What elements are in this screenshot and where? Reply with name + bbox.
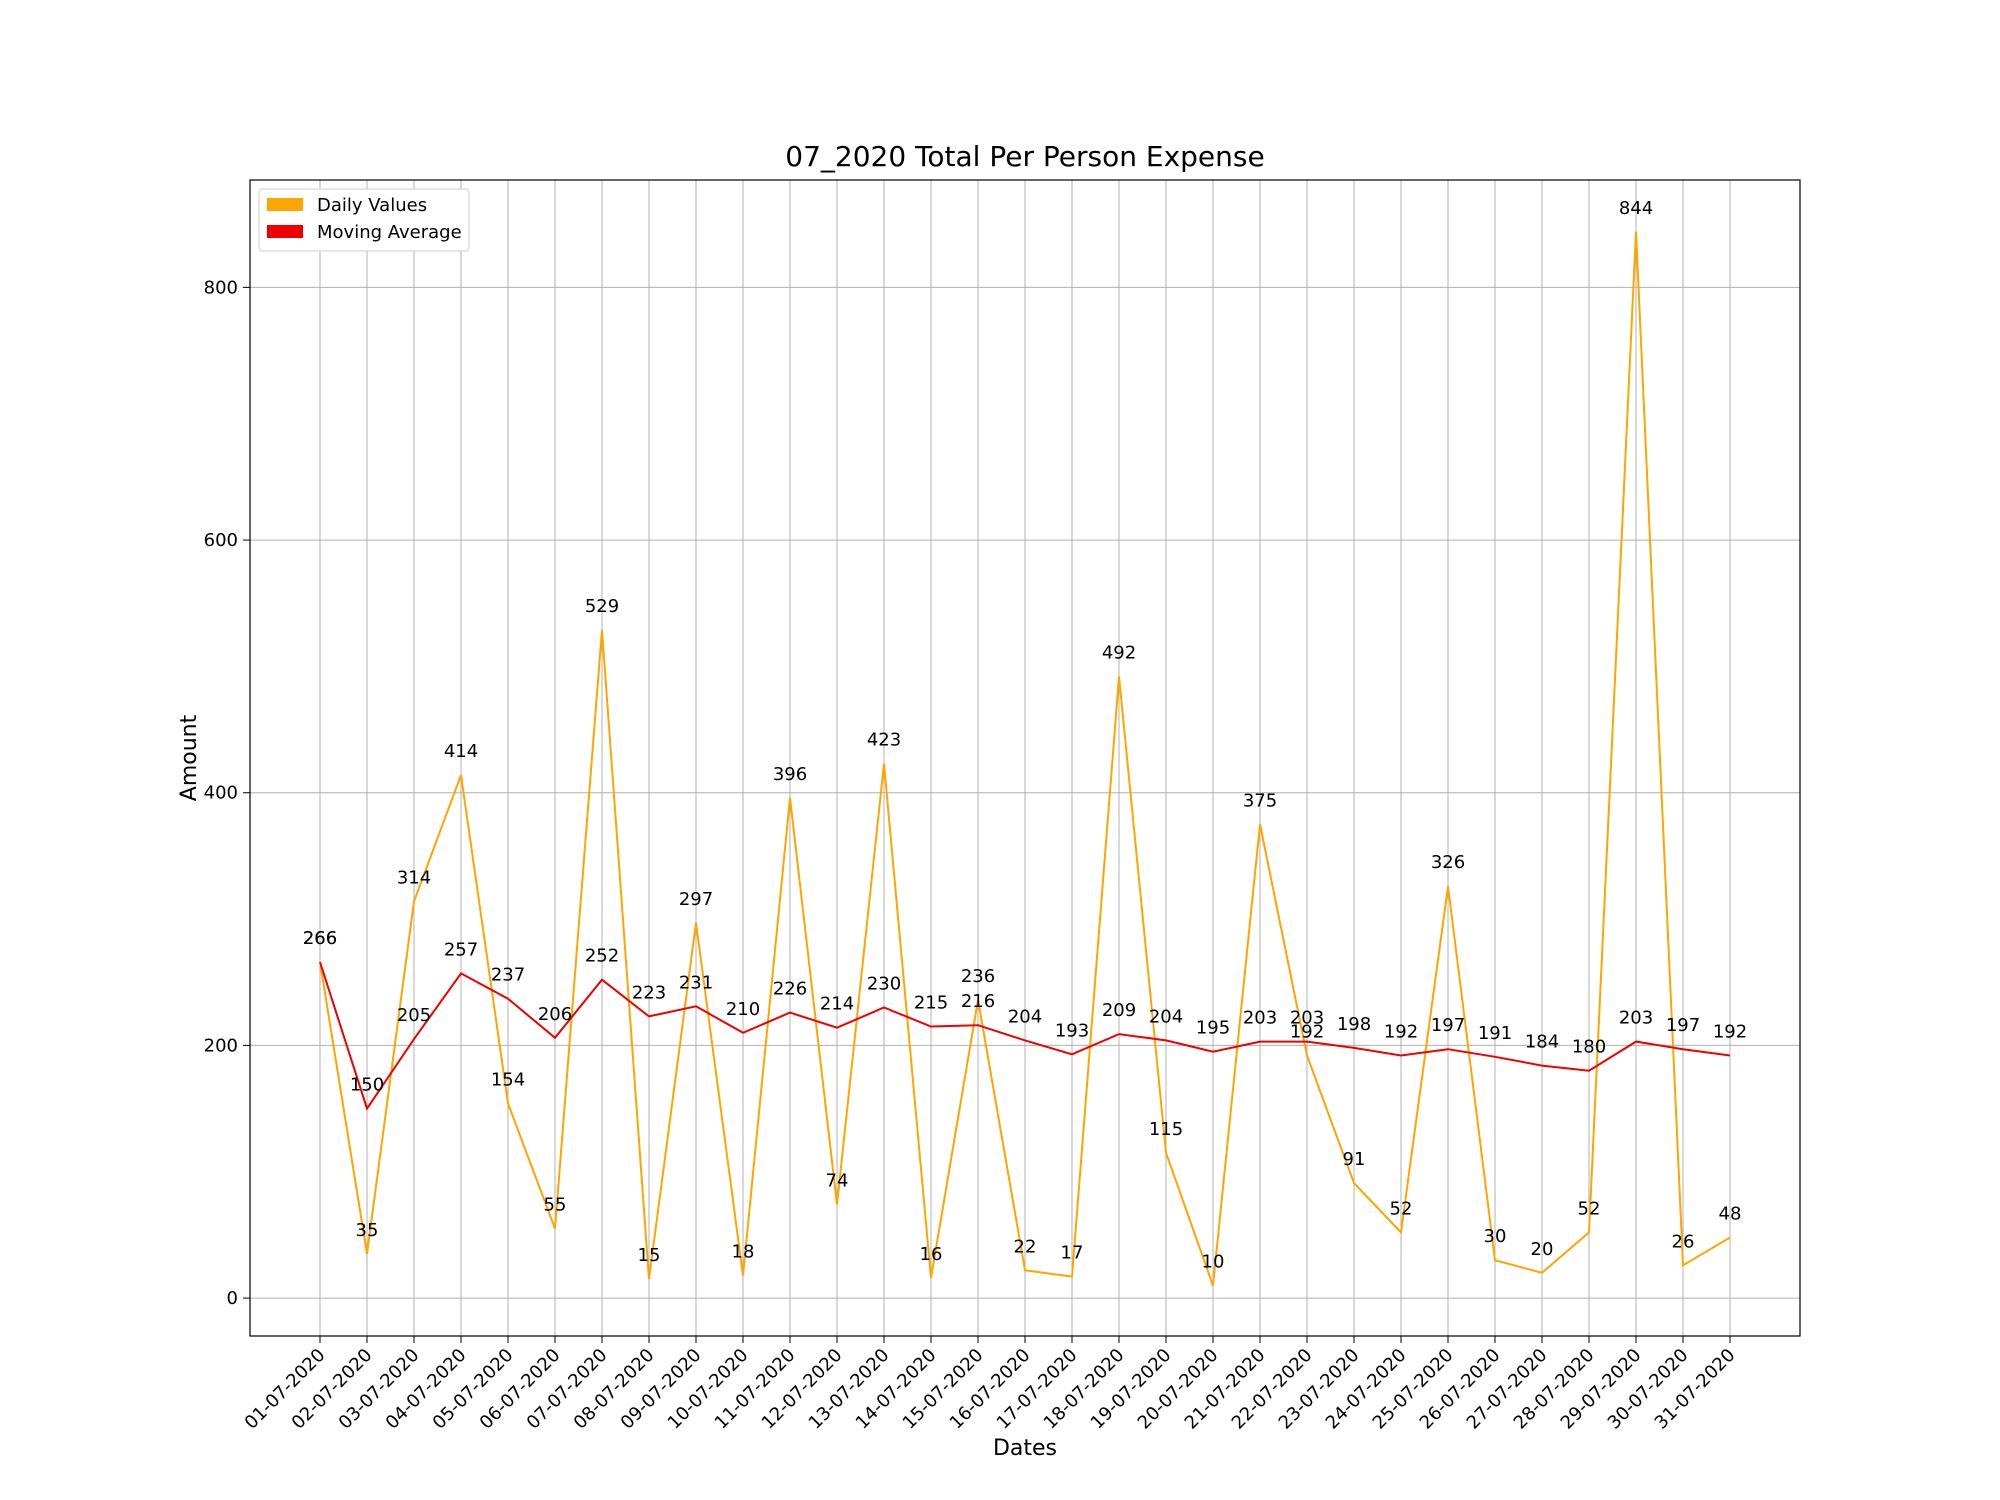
data-label-moving-average: 203 bbox=[1290, 1008, 1324, 1029]
data-label-moving-average: 198 bbox=[1337, 1014, 1371, 1035]
data-label-moving-average: 193 bbox=[1055, 1020, 1089, 1041]
data-label-moving-average: 204 bbox=[1149, 1006, 1183, 1027]
y-tick-label: 0 bbox=[227, 1288, 238, 1309]
legend-label-moving-average: Moving Average bbox=[317, 222, 462, 243]
data-label-daily-value: 55 bbox=[544, 1195, 567, 1216]
data-label-moving-average: 252 bbox=[585, 946, 619, 967]
series-line-moving-average bbox=[319, 961, 1731, 1111]
data-label-moving-average: 216 bbox=[961, 991, 995, 1012]
data-label-moving-average: 204 bbox=[1008, 1006, 1042, 1027]
data-label-daily-value: 16 bbox=[920, 1244, 943, 1265]
legend-swatch-moving-average bbox=[267, 225, 303, 238]
data-label-moving-average: 210 bbox=[726, 999, 760, 1020]
legend-box bbox=[258, 188, 470, 252]
y-axis: 0 200 400 600 800 bbox=[204, 277, 250, 1309]
data-label-daily-value: 10 bbox=[1202, 1251, 1225, 1272]
y-axis-title: Amount bbox=[177, 714, 202, 801]
series-lines bbox=[319, 231, 1731, 1286]
x-axis-title: Dates bbox=[993, 1436, 1057, 1461]
data-label-daily-value: 529 bbox=[585, 596, 619, 617]
data-label-daily-value: 326 bbox=[1431, 852, 1465, 873]
data-label-daily-value: 20 bbox=[1531, 1239, 1554, 1260]
data-label-daily-value: 414 bbox=[444, 741, 478, 762]
data-labels: 266 35 314 414 154 55 529 15 297 18 396 74 423 16 236 2… bbox=[303, 198, 1747, 1273]
data-label-daily-value: 22 bbox=[1014, 1236, 1037, 1257]
y-tick-label: 400 bbox=[204, 783, 238, 804]
data-label-moving-average: 226 bbox=[773, 979, 807, 1000]
data-label-moving-average: 214 bbox=[820, 994, 854, 1015]
data-label-daily-value: 236 bbox=[961, 966, 995, 987]
data-label-moving-average: 192 bbox=[1384, 1022, 1418, 1043]
legend-swatch-daily-values bbox=[267, 198, 303, 211]
data-label-moving-average: 192 bbox=[1713, 1022, 1747, 1043]
data-label-daily-value: 154 bbox=[491, 1070, 525, 1091]
data-label-moving-average: 209 bbox=[1102, 1000, 1136, 1021]
data-label-daily-value: 266 bbox=[303, 928, 337, 949]
chart-title: 07_2020 Total Per Person Expense bbox=[785, 140, 1264, 173]
legend: Daily Values Moving Average bbox=[258, 188, 470, 252]
y-tick-label: 200 bbox=[204, 1035, 238, 1056]
data-label-daily-value: 492 bbox=[1102, 643, 1136, 664]
data-label-daily-value: 35 bbox=[356, 1220, 379, 1241]
data-label-moving-average: 203 bbox=[1243, 1008, 1277, 1029]
data-label-moving-average: 231 bbox=[679, 972, 713, 993]
data-label-daily-value: 26 bbox=[1672, 1231, 1695, 1252]
data-label-daily-value: 314 bbox=[397, 867, 431, 888]
grid-lines bbox=[250, 180, 1800, 1336]
legend-label-daily-values: Daily Values bbox=[317, 195, 427, 216]
data-label-daily-value: 30 bbox=[1484, 1226, 1507, 1247]
data-label-daily-value: 52 bbox=[1578, 1198, 1601, 1219]
data-label-daily-value: 91 bbox=[1343, 1149, 1366, 1170]
data-label-moving-average: 257 bbox=[444, 939, 478, 960]
data-label-daily-value: 18 bbox=[732, 1241, 755, 1262]
data-label-moving-average: 191 bbox=[1478, 1023, 1512, 1044]
data-label-daily-value: 52 bbox=[1390, 1198, 1413, 1219]
data-label-daily-value: 192 bbox=[1290, 1022, 1324, 1043]
data-label-moving-average: 215 bbox=[914, 992, 948, 1013]
data-label-daily-value: 423 bbox=[867, 730, 901, 751]
data-label-daily-value: 48 bbox=[1719, 1203, 1742, 1224]
data-label-moving-average: 203 bbox=[1619, 1008, 1653, 1029]
data-label-daily-value: 115 bbox=[1149, 1119, 1183, 1140]
y-tick-label: 800 bbox=[204, 277, 238, 298]
data-label-moving-average: 230 bbox=[867, 974, 901, 995]
data-label-daily-value: 17 bbox=[1061, 1243, 1084, 1264]
data-label-moving-average: 197 bbox=[1666, 1015, 1700, 1036]
data-label-moving-average: 206 bbox=[538, 1004, 572, 1025]
data-label-moving-average: 197 bbox=[1431, 1015, 1465, 1036]
data-label-daily-value: 396 bbox=[773, 764, 807, 785]
data-label-moving-average: 150 bbox=[350, 1075, 384, 1096]
data-label-moving-average: 237 bbox=[491, 965, 525, 986]
data-label-daily-value: 15 bbox=[638, 1245, 661, 1266]
data-label-moving-average: 223 bbox=[632, 982, 666, 1003]
data-label-daily-value: 297 bbox=[679, 889, 713, 910]
series-line-daily-values bbox=[319, 231, 1731, 1286]
data-label-daily-value: 375 bbox=[1243, 790, 1277, 811]
data-label-moving-average: 184 bbox=[1525, 1032, 1559, 1053]
data-label-daily-value: 844 bbox=[1619, 198, 1653, 219]
data-label-moving-average: 266 bbox=[303, 928, 337, 949]
data-label-moving-average: 205 bbox=[397, 1005, 431, 1026]
y-tick-label: 600 bbox=[204, 530, 238, 551]
data-label-moving-average: 195 bbox=[1196, 1018, 1230, 1039]
data-label-moving-average: 180 bbox=[1572, 1037, 1606, 1058]
data-label-daily-value: 74 bbox=[826, 1171, 849, 1192]
